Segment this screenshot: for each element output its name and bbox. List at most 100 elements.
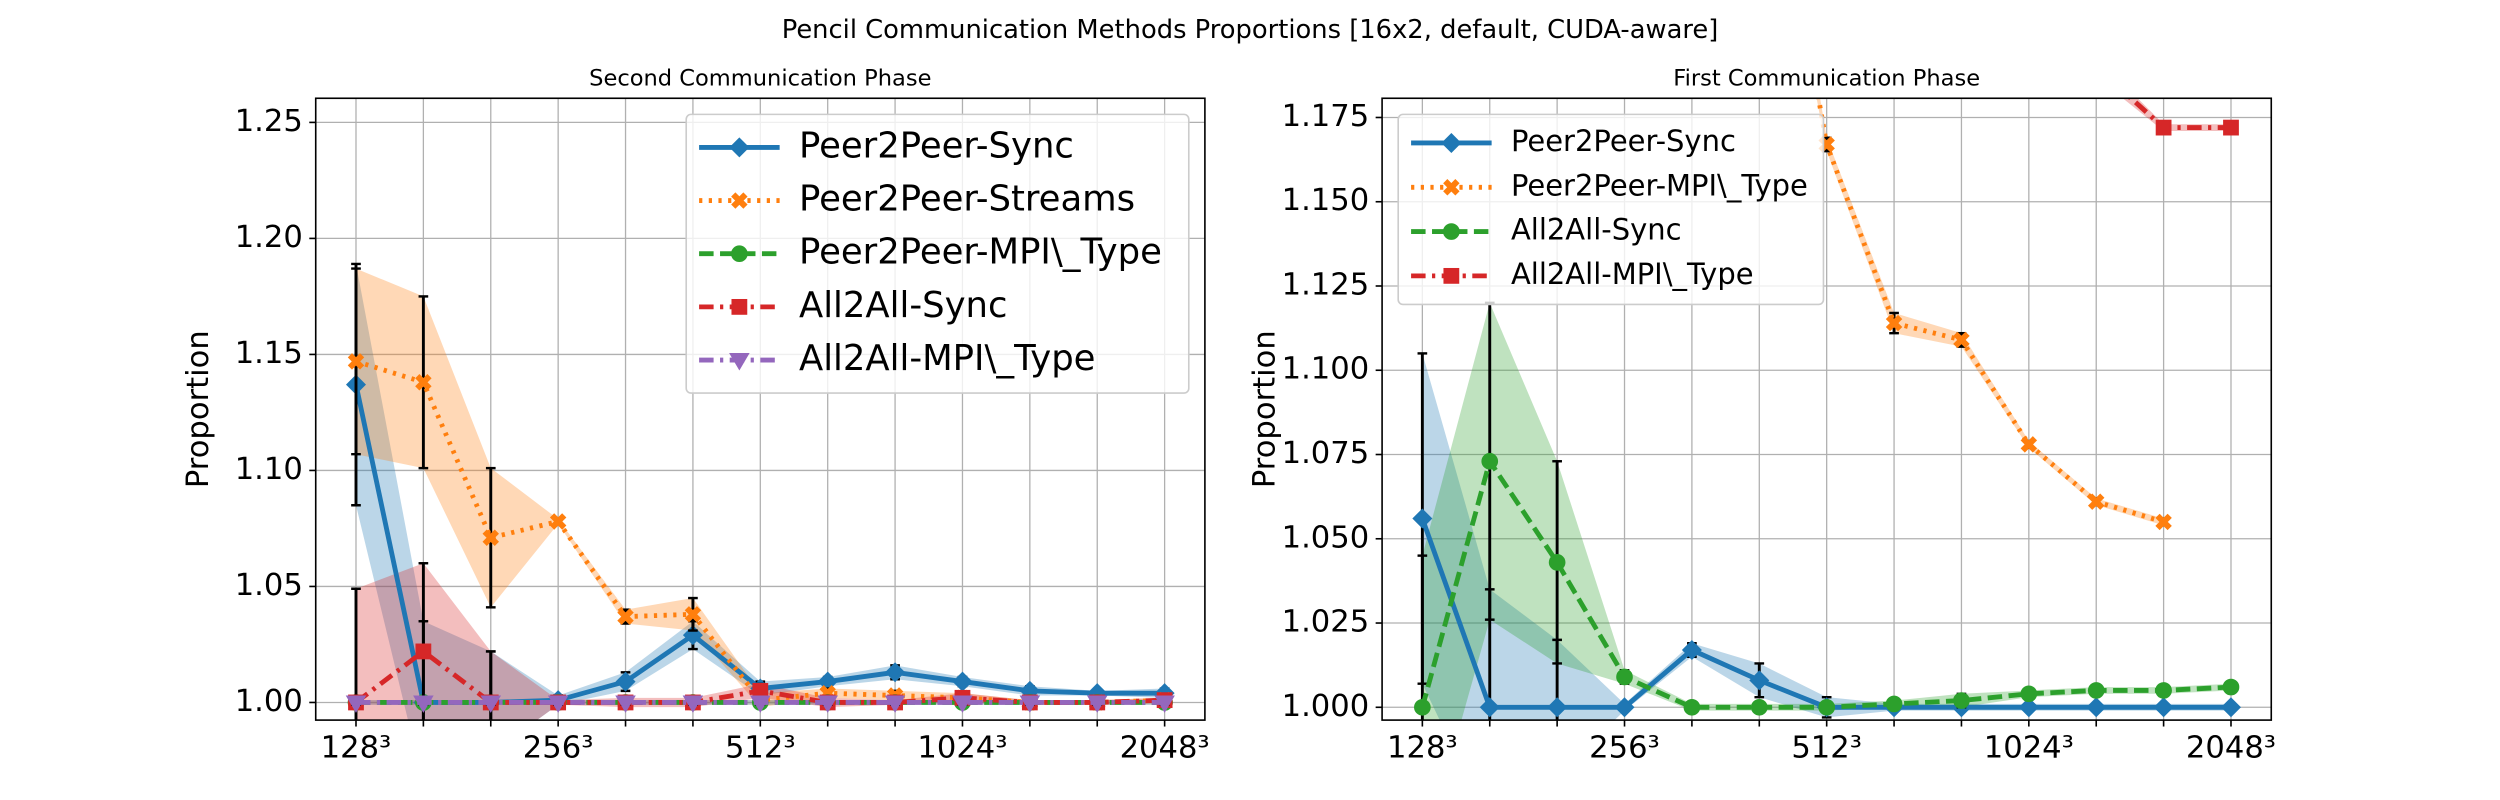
y-tick-label: 1.175 xyxy=(1282,99,1370,134)
error-bar xyxy=(2091,57,2101,77)
legend-frame xyxy=(685,113,1190,394)
x-tick-label: 1024³ xyxy=(917,731,1007,766)
marker xyxy=(817,695,838,713)
error-bar xyxy=(2024,0,2034,16)
subplot: First Communication Phase Proportion 1.000… xyxy=(1248,0,2276,766)
marker xyxy=(2020,436,2038,453)
y-axis-label: Proportion xyxy=(181,330,216,488)
y-tick-label: 1.25 xyxy=(235,104,303,139)
error-band xyxy=(1422,302,2231,721)
marker xyxy=(347,353,365,370)
marker xyxy=(415,374,432,391)
marker xyxy=(1019,695,1041,713)
marker xyxy=(1443,223,1460,240)
y-tick-label: 1.00 xyxy=(235,684,303,719)
marker xyxy=(1885,695,1903,713)
marker xyxy=(684,606,702,623)
legend-label: All2All-MPI\_Type xyxy=(799,338,1096,379)
legend-label: Peer2Peer-Sync xyxy=(1511,124,1736,158)
legend: Peer2Peer-Sync Peer2Peer-Streams Peer2Peer… xyxy=(685,113,1190,394)
marker xyxy=(1614,697,1635,718)
marker xyxy=(1749,670,1770,691)
marker xyxy=(549,513,567,530)
y-tick-label: 1.05 xyxy=(235,568,303,603)
marker xyxy=(415,643,432,660)
y-tick-label: 1.150 xyxy=(1282,183,1370,218)
marker xyxy=(1616,668,1633,686)
x-tick-label: 2048³ xyxy=(1120,731,1210,766)
subplot-title: First Communication Phase xyxy=(1673,65,1980,91)
x-tick-label: 256³ xyxy=(1589,731,1660,766)
marker xyxy=(1953,331,1970,349)
marker xyxy=(952,695,973,713)
marker xyxy=(750,695,771,713)
y-tick-label: 1.15 xyxy=(235,336,303,371)
legend-frame xyxy=(1397,113,1825,306)
x-tick-label: 128³ xyxy=(321,731,392,766)
marker xyxy=(615,671,636,692)
marker xyxy=(1412,508,1433,529)
legend-label: All2All-MPI\_Type xyxy=(1511,257,1754,291)
marker xyxy=(729,137,750,158)
y-tick-label: 1.100 xyxy=(1282,352,1370,387)
marker xyxy=(2223,119,2239,136)
marker xyxy=(1885,314,1903,332)
marker xyxy=(1086,695,1108,713)
error-band xyxy=(1422,353,2231,721)
axes-frame xyxy=(314,97,1206,721)
y-tick-label: 1.10 xyxy=(235,452,303,487)
y-tick-label: 1.000 xyxy=(1282,689,1370,724)
marker xyxy=(729,353,750,371)
marker xyxy=(1481,452,1499,470)
legend-label: Peer2Peer-MPI\_Type xyxy=(1511,168,1808,202)
x-tick-label: 512³ xyxy=(725,731,796,766)
legend: Peer2Peer-Sync Peer2Peer-MPI\_Type All2All… xyxy=(1397,113,1825,306)
marker xyxy=(2222,678,2240,696)
marker xyxy=(1683,698,1701,716)
y-tick-label: 1.075 xyxy=(1282,436,1370,471)
marker xyxy=(345,695,367,713)
axes-frame xyxy=(1381,97,2273,721)
marker xyxy=(2155,682,2172,699)
marker xyxy=(1154,695,1175,713)
y-tick-label: 1.125 xyxy=(1282,267,1370,302)
marker xyxy=(2153,697,2174,718)
error-band xyxy=(355,263,1165,721)
y-tick-label: 1.050 xyxy=(1282,520,1370,555)
marker xyxy=(885,662,906,683)
marker xyxy=(2155,513,2172,531)
marker xyxy=(1443,267,1460,284)
plot-area xyxy=(345,262,1175,721)
legend-label: All2All-Sync xyxy=(799,285,1008,326)
marker xyxy=(731,192,748,209)
marker xyxy=(2022,0,2036,7)
legend-label: Peer2Peer-Streams xyxy=(799,179,1135,220)
marker xyxy=(2020,685,2038,703)
marker xyxy=(1414,698,1431,716)
marker xyxy=(2087,682,2105,699)
y-tick-label: 1.025 xyxy=(1282,605,1370,640)
marker xyxy=(1548,554,1566,571)
legend-label: Peer2Peer-MPI\_Type xyxy=(799,232,1162,273)
legend-label: Peer2Peer-Sync xyxy=(799,125,1074,166)
marker xyxy=(731,298,748,315)
x-tick-label: 512³ xyxy=(1791,731,1862,766)
marker xyxy=(731,245,748,263)
marker xyxy=(2018,697,2039,718)
x-tick-label: 1024³ xyxy=(1984,731,2074,766)
legend-label: All2All-Sync xyxy=(1511,213,1682,247)
x-tick-label: 256³ xyxy=(523,731,594,766)
marker xyxy=(1443,179,1460,196)
marker xyxy=(952,671,973,692)
marker xyxy=(615,695,636,713)
marker xyxy=(2086,697,2107,718)
marker xyxy=(482,529,499,546)
figure-title: Pencil Communication Methods Proportions… xyxy=(782,15,1719,45)
marker xyxy=(617,608,634,625)
marker xyxy=(2155,119,2172,136)
y-axis-label: Proportion xyxy=(1248,330,1283,488)
x-tick-label: 128³ xyxy=(1387,731,1458,766)
marker xyxy=(480,695,502,713)
